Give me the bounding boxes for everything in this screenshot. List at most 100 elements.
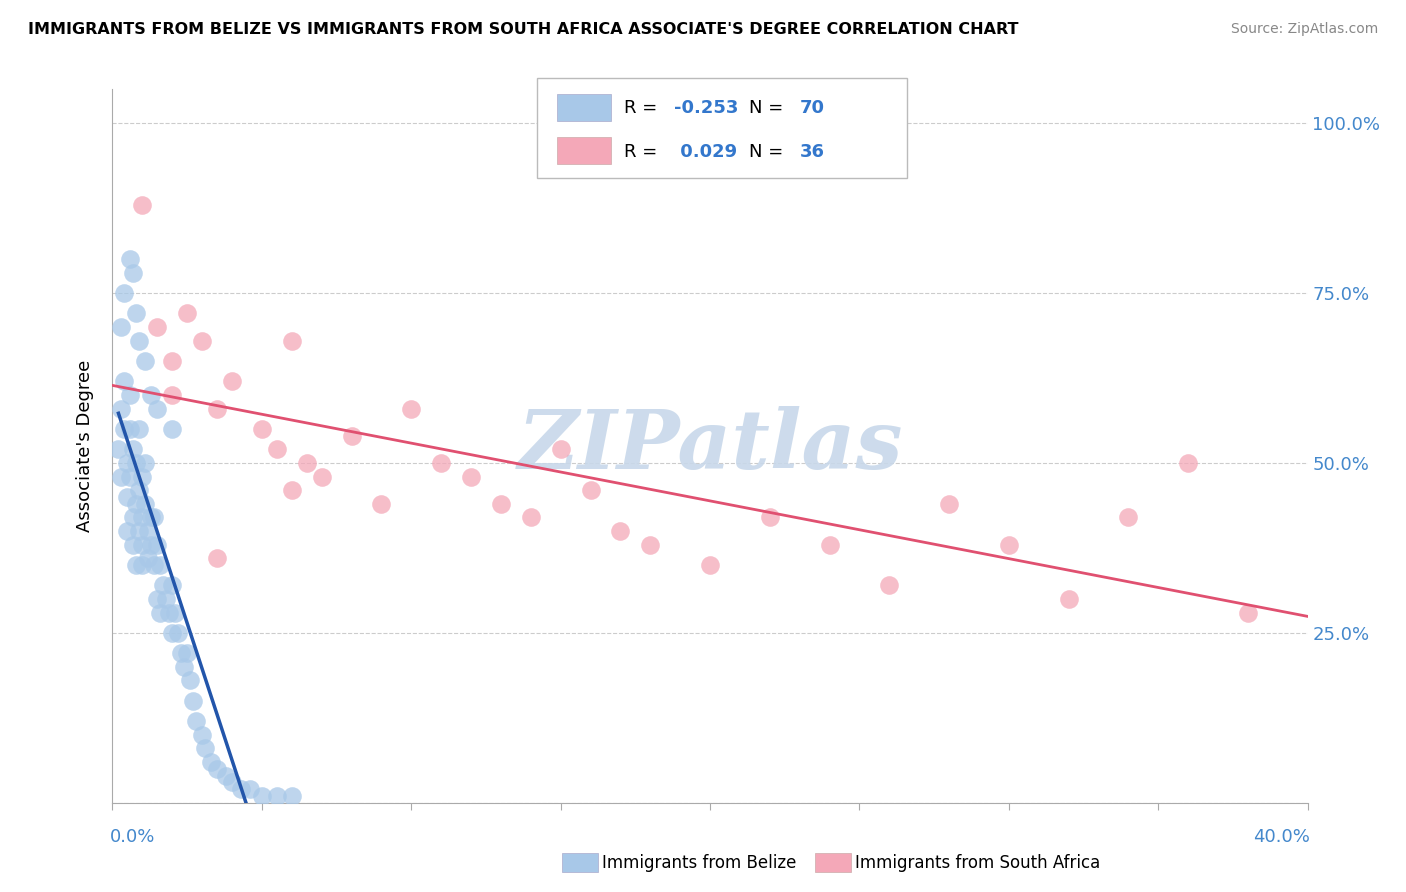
Point [134, 497, 156, 511]
Point [215, 769, 238, 783]
Point [239, 782, 262, 797]
Point [1057, 591, 1080, 606]
Point [125, 456, 148, 470]
Point [114, 286, 135, 301]
Point [107, 442, 129, 457]
Text: IMMIGRANTS FROM BELIZE VS IMMIGRANTS FROM SOUTH AFRICA ASSOCIATE'S DEGREE CORREL: IMMIGRANTS FROM BELIZE VS IMMIGRANTS FRO… [28, 22, 1018, 37]
Point [131, 198, 153, 212]
Text: -0.253: -0.253 [675, 99, 738, 117]
Point [120, 469, 142, 483]
Point [125, 306, 148, 320]
Point [173, 660, 195, 674]
Point [186, 714, 208, 729]
Point [295, 456, 318, 470]
Point [162, 422, 183, 436]
Point [134, 354, 156, 368]
Point [818, 537, 841, 551]
Point [579, 483, 602, 498]
Point [149, 558, 172, 572]
Text: 70: 70 [800, 99, 825, 117]
Text: Immigrants from Belize: Immigrants from Belize [602, 855, 796, 872]
Point [131, 469, 153, 483]
Point [1237, 606, 1260, 620]
Point [879, 578, 901, 592]
Point [340, 429, 363, 443]
Point [110, 469, 132, 483]
Point [152, 578, 174, 592]
Point [1118, 510, 1140, 524]
Point [281, 789, 304, 803]
FancyBboxPatch shape [557, 137, 610, 164]
Point [128, 483, 150, 498]
Point [205, 551, 228, 566]
Text: R =: R = [624, 143, 664, 161]
Point [165, 606, 187, 620]
Text: Immigrants from South Africa: Immigrants from South Africa [855, 855, 1099, 872]
Point [221, 375, 243, 389]
Text: R =: R = [624, 99, 664, 117]
Point [141, 388, 163, 402]
Point [128, 334, 150, 348]
Point [141, 537, 163, 551]
Point [122, 537, 145, 551]
Point [120, 252, 142, 266]
Point [162, 578, 183, 592]
FancyBboxPatch shape [537, 78, 907, 178]
Point [460, 469, 482, 483]
Point [205, 401, 228, 416]
Point [122, 266, 145, 280]
Point [134, 456, 156, 470]
Point [146, 591, 169, 606]
Point [191, 728, 214, 742]
Point [146, 537, 169, 551]
Point [489, 497, 512, 511]
Text: 40.0%: 40.0% [1254, 828, 1310, 846]
Point [430, 456, 453, 470]
Point [266, 442, 288, 457]
Point [122, 442, 145, 457]
Text: ZIPatlas: ZIPatlas [517, 406, 903, 486]
Point [141, 510, 163, 524]
Point [221, 775, 243, 789]
Point [998, 537, 1021, 551]
Point [149, 606, 172, 620]
Point [938, 497, 960, 511]
Text: 0.0%: 0.0% [110, 828, 155, 846]
Point [759, 510, 782, 524]
Point [311, 469, 333, 483]
Point [176, 646, 198, 660]
Point [157, 606, 180, 620]
Point [138, 551, 160, 566]
Y-axis label: Associate's Degree: Associate's Degree [76, 359, 94, 533]
Point [401, 401, 423, 416]
Point [250, 789, 273, 803]
Point [229, 782, 252, 797]
Point [176, 306, 198, 320]
Point [266, 789, 288, 803]
Point [194, 741, 217, 756]
Point [117, 456, 139, 470]
Point [155, 591, 177, 606]
Point [131, 510, 153, 524]
Point [281, 334, 304, 348]
Point [191, 334, 214, 348]
Point [117, 490, 139, 504]
Text: N =: N = [749, 143, 789, 161]
Point [370, 497, 392, 511]
Point [200, 755, 222, 769]
Point [167, 626, 190, 640]
Point [179, 673, 201, 688]
Point [114, 422, 135, 436]
Text: Source: ZipAtlas.com: Source: ZipAtlas.com [1230, 22, 1378, 37]
Point [162, 354, 183, 368]
Point [162, 626, 183, 640]
Point [125, 497, 148, 511]
Text: 0.029: 0.029 [675, 143, 737, 161]
Point [205, 762, 228, 776]
Point [114, 375, 135, 389]
Text: N =: N = [749, 99, 789, 117]
Point [640, 537, 662, 551]
Point [143, 558, 166, 572]
Point [120, 422, 142, 436]
Point [250, 422, 273, 436]
